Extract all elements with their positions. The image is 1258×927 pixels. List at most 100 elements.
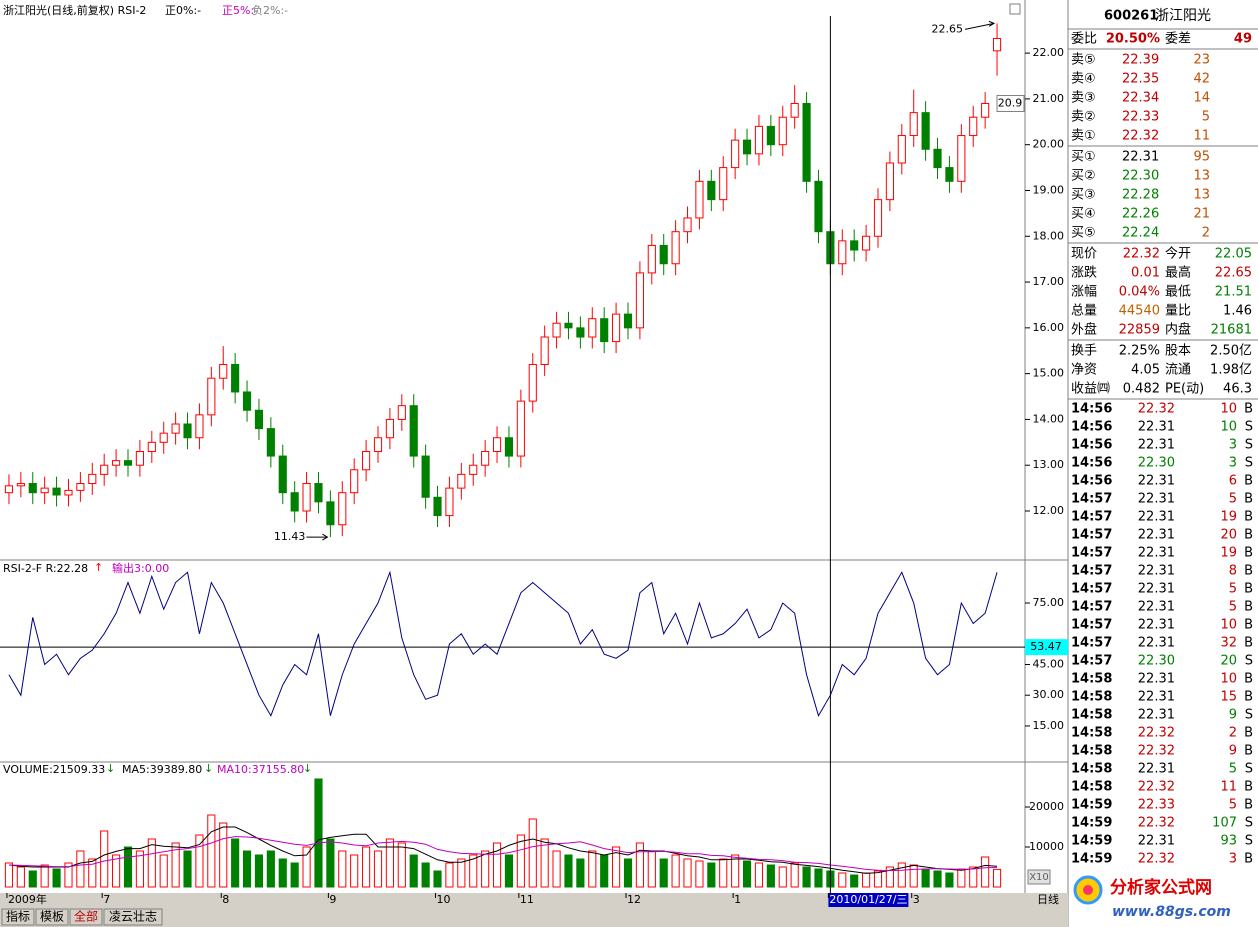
zoom-box[interactable] — [1027, 869, 1051, 885]
y-tick-label: 10000 — [1029, 840, 1064, 853]
candle-body — [326, 501, 335, 526]
trade-price: 22.31 — [1138, 474, 1175, 489]
trade-side: S — [1245, 816, 1253, 831]
tab[interactable] — [1, 908, 35, 926]
volume-bar — [100, 830, 109, 888]
volume-bar — [52, 868, 61, 888]
trade-side: S — [1245, 420, 1253, 435]
trade-side: B — [1244, 726, 1253, 741]
volume-bar — [254, 854, 264, 888]
trade-side: B — [1244, 798, 1253, 813]
candle-body — [552, 322, 561, 338]
trade-time: 14:57 — [1071, 636, 1112, 651]
zoom-label[interactable]: X10 — [1029, 872, 1049, 883]
trade-volume: 5 — [1229, 600, 1237, 615]
order-volume: 21 — [1193, 207, 1210, 222]
tab[interactable] — [103, 908, 163, 926]
tab-label[interactable]: 全部 — [74, 909, 98, 924]
trade-time: 14:57 — [1071, 582, 1112, 597]
candle-body — [433, 496, 442, 517]
trade-time: 14:56 — [1071, 420, 1112, 435]
watermark-url: www.88gs.com — [1112, 904, 1231, 920]
candle-body — [897, 135, 906, 164]
trade-time: 14:56 — [1071, 456, 1112, 471]
candle-body — [421, 455, 430, 498]
volume-bar — [528, 818, 537, 888]
order-volume: 11 — [1193, 129, 1210, 144]
trade-price: 22.32 — [1138, 852, 1175, 867]
candle-body — [731, 139, 740, 169]
trade-volume: 107 — [1212, 816, 1237, 831]
candle-body — [564, 322, 573, 329]
trade-volume: 10 — [1220, 672, 1237, 687]
volume-bar — [219, 822, 228, 888]
header-item: 负2%:- — [252, 3, 288, 17]
candle-body — [207, 377, 216, 416]
trade-price: 22.31 — [1138, 708, 1175, 723]
candle-body — [100, 464, 109, 475]
tab[interactable] — [35, 908, 69, 926]
x-tick-label: 2010/01/27/三 — [829, 893, 907, 906]
fund-value: 4.05 — [1131, 363, 1160, 378]
trade-time: 14:57 — [1071, 564, 1112, 579]
legend-entry: VOLUME:21509.33 — [3, 763, 105, 776]
volume-bar — [957, 868, 966, 888]
candle-body — [183, 423, 192, 439]
candle-body — [338, 492, 347, 526]
legend-arrow: ↓ — [303, 762, 312, 775]
candle-body — [373, 437, 383, 452]
fund-value: 1.98亿 — [1210, 363, 1252, 378]
volume-bar — [445, 862, 454, 888]
volume-bar — [659, 858, 668, 888]
trade-side: B — [1244, 528, 1253, 543]
volume-bar — [588, 850, 597, 888]
date-bar — [0, 893, 1068, 907]
stat-label: 最低 — [1165, 285, 1191, 300]
volume-bar — [838, 872, 847, 888]
volume-bar — [612, 846, 621, 888]
x-tick-label: 1 — [734, 893, 741, 906]
volume-bar — [635, 842, 644, 888]
x-tick-label: 3 — [913, 893, 920, 906]
candle-body — [707, 180, 716, 201]
order-price: 22.30 — [1122, 169, 1159, 184]
y-tick-label: 21.00 — [1033, 92, 1065, 105]
tab[interactable] — [69, 908, 103, 926]
trade-volume: 10 — [1220, 402, 1237, 417]
legend-entry: MA10:37155.80 — [217, 763, 304, 776]
volume-bar — [171, 842, 180, 888]
fund-value: 46.3 — [1223, 382, 1252, 397]
window-button[interactable] — [1009, 3, 1021, 15]
stat-value: 44540 — [1119, 304, 1160, 319]
y-tick-label: 14.00 — [1033, 412, 1065, 425]
trade-price: 22.31 — [1138, 762, 1175, 777]
fund-label: 净资 — [1071, 363, 1097, 378]
trade-side: S — [1245, 762, 1253, 777]
trade-price: 22.30 — [1138, 654, 1175, 669]
volume-bar — [576, 858, 585, 888]
x-tick-label: 7 — [103, 893, 110, 906]
tab-label[interactable]: 指标 — [6, 909, 30, 924]
volume-bar — [207, 814, 216, 888]
candle-body — [957, 135, 966, 182]
candle-body — [612, 313, 621, 343]
trade-time: 14:59 — [1071, 816, 1112, 831]
order-label: 卖③ — [1071, 91, 1096, 106]
trade-side: B — [1244, 690, 1253, 705]
fund-label: 流通 — [1165, 363, 1191, 378]
trade-volume: 10 — [1220, 618, 1237, 633]
trade-side: B — [1244, 600, 1253, 615]
trade-side: S — [1245, 708, 1253, 723]
arrow-icon: ↑ — [94, 561, 103, 574]
trade-time: 14:57 — [1071, 618, 1112, 633]
tab-label[interactable]: 模板 — [40, 910, 64, 924]
volume-bar — [4, 862, 14, 888]
trade-side: B — [1244, 582, 1253, 597]
tab-label[interactable]: 凌云壮志 — [109, 910, 157, 924]
volume-bar — [28, 870, 37, 888]
stat-value: 22859 — [1119, 323, 1160, 338]
candle-body — [516, 400, 525, 457]
volume-bar — [326, 838, 335, 888]
